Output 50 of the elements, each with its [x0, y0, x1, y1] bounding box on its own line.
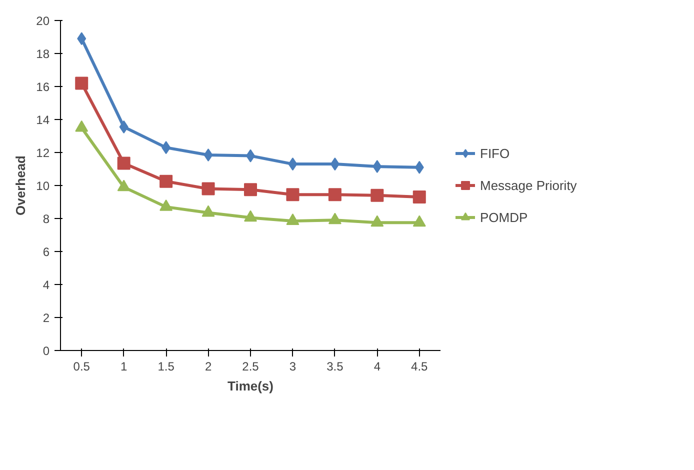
x-tick-label: 3.5: [326, 360, 344, 374]
x-tick-label: 0.5: [73, 360, 90, 374]
point: [244, 210, 257, 222]
point: [412, 215, 426, 227]
point: [160, 174, 173, 188]
x-tick-label: 2.5: [242, 360, 260, 374]
point: [372, 160, 382, 174]
y-tick-label: 8: [42, 212, 50, 226]
y-tick-label: 12: [36, 146, 50, 160]
x-tick-label: 3: [289, 360, 296, 374]
point: [328, 188, 342, 202]
x-tick-label: 2: [204, 360, 212, 374]
point: [160, 200, 173, 211]
y-tick-label: 2: [42, 311, 50, 325]
point: [77, 32, 86, 46]
x-tick-label: 1: [120, 360, 128, 374]
point: [288, 158, 298, 171]
x-tick-label: 4.5: [411, 360, 428, 374]
x-tick-label: 4: [374, 360, 381, 374]
legend-label: FIFO: [480, 146, 510, 160]
point: [286, 188, 300, 202]
point: [117, 156, 130, 170]
point: [117, 180, 130, 192]
y-axis-title: Overhead: [13, 155, 28, 216]
x-axis-title: Time(s): [228, 378, 274, 394]
y-tick-label: 18: [36, 47, 50, 61]
legend-label: POMDP: [480, 210, 528, 224]
y-tick-label: 6: [42, 245, 50, 259]
y-tick-label: 0: [42, 344, 50, 358]
point: [412, 190, 426, 204]
y-tick-label: 14: [36, 113, 50, 127]
point: [202, 182, 215, 196]
point: [370, 215, 384, 227]
y-tick-label: 4: [42, 278, 50, 292]
point: [330, 158, 340, 171]
point: [414, 160, 424, 174]
point: [119, 120, 128, 134]
point: [202, 205, 215, 217]
y-tick-label: 10: [36, 179, 50, 193]
y-tick-label: 20: [36, 14, 50, 28]
x-tick-label: 1.5: [158, 360, 175, 374]
point: [244, 183, 257, 196]
point: [204, 148, 213, 162]
point: [75, 76, 88, 90]
y-tick-label: 16: [36, 80, 50, 94]
point: [328, 212, 342, 224]
point: [162, 141, 171, 154]
legend-label: Message Priority: [480, 178, 577, 192]
point: [286, 214, 300, 225]
point: [370, 188, 384, 202]
